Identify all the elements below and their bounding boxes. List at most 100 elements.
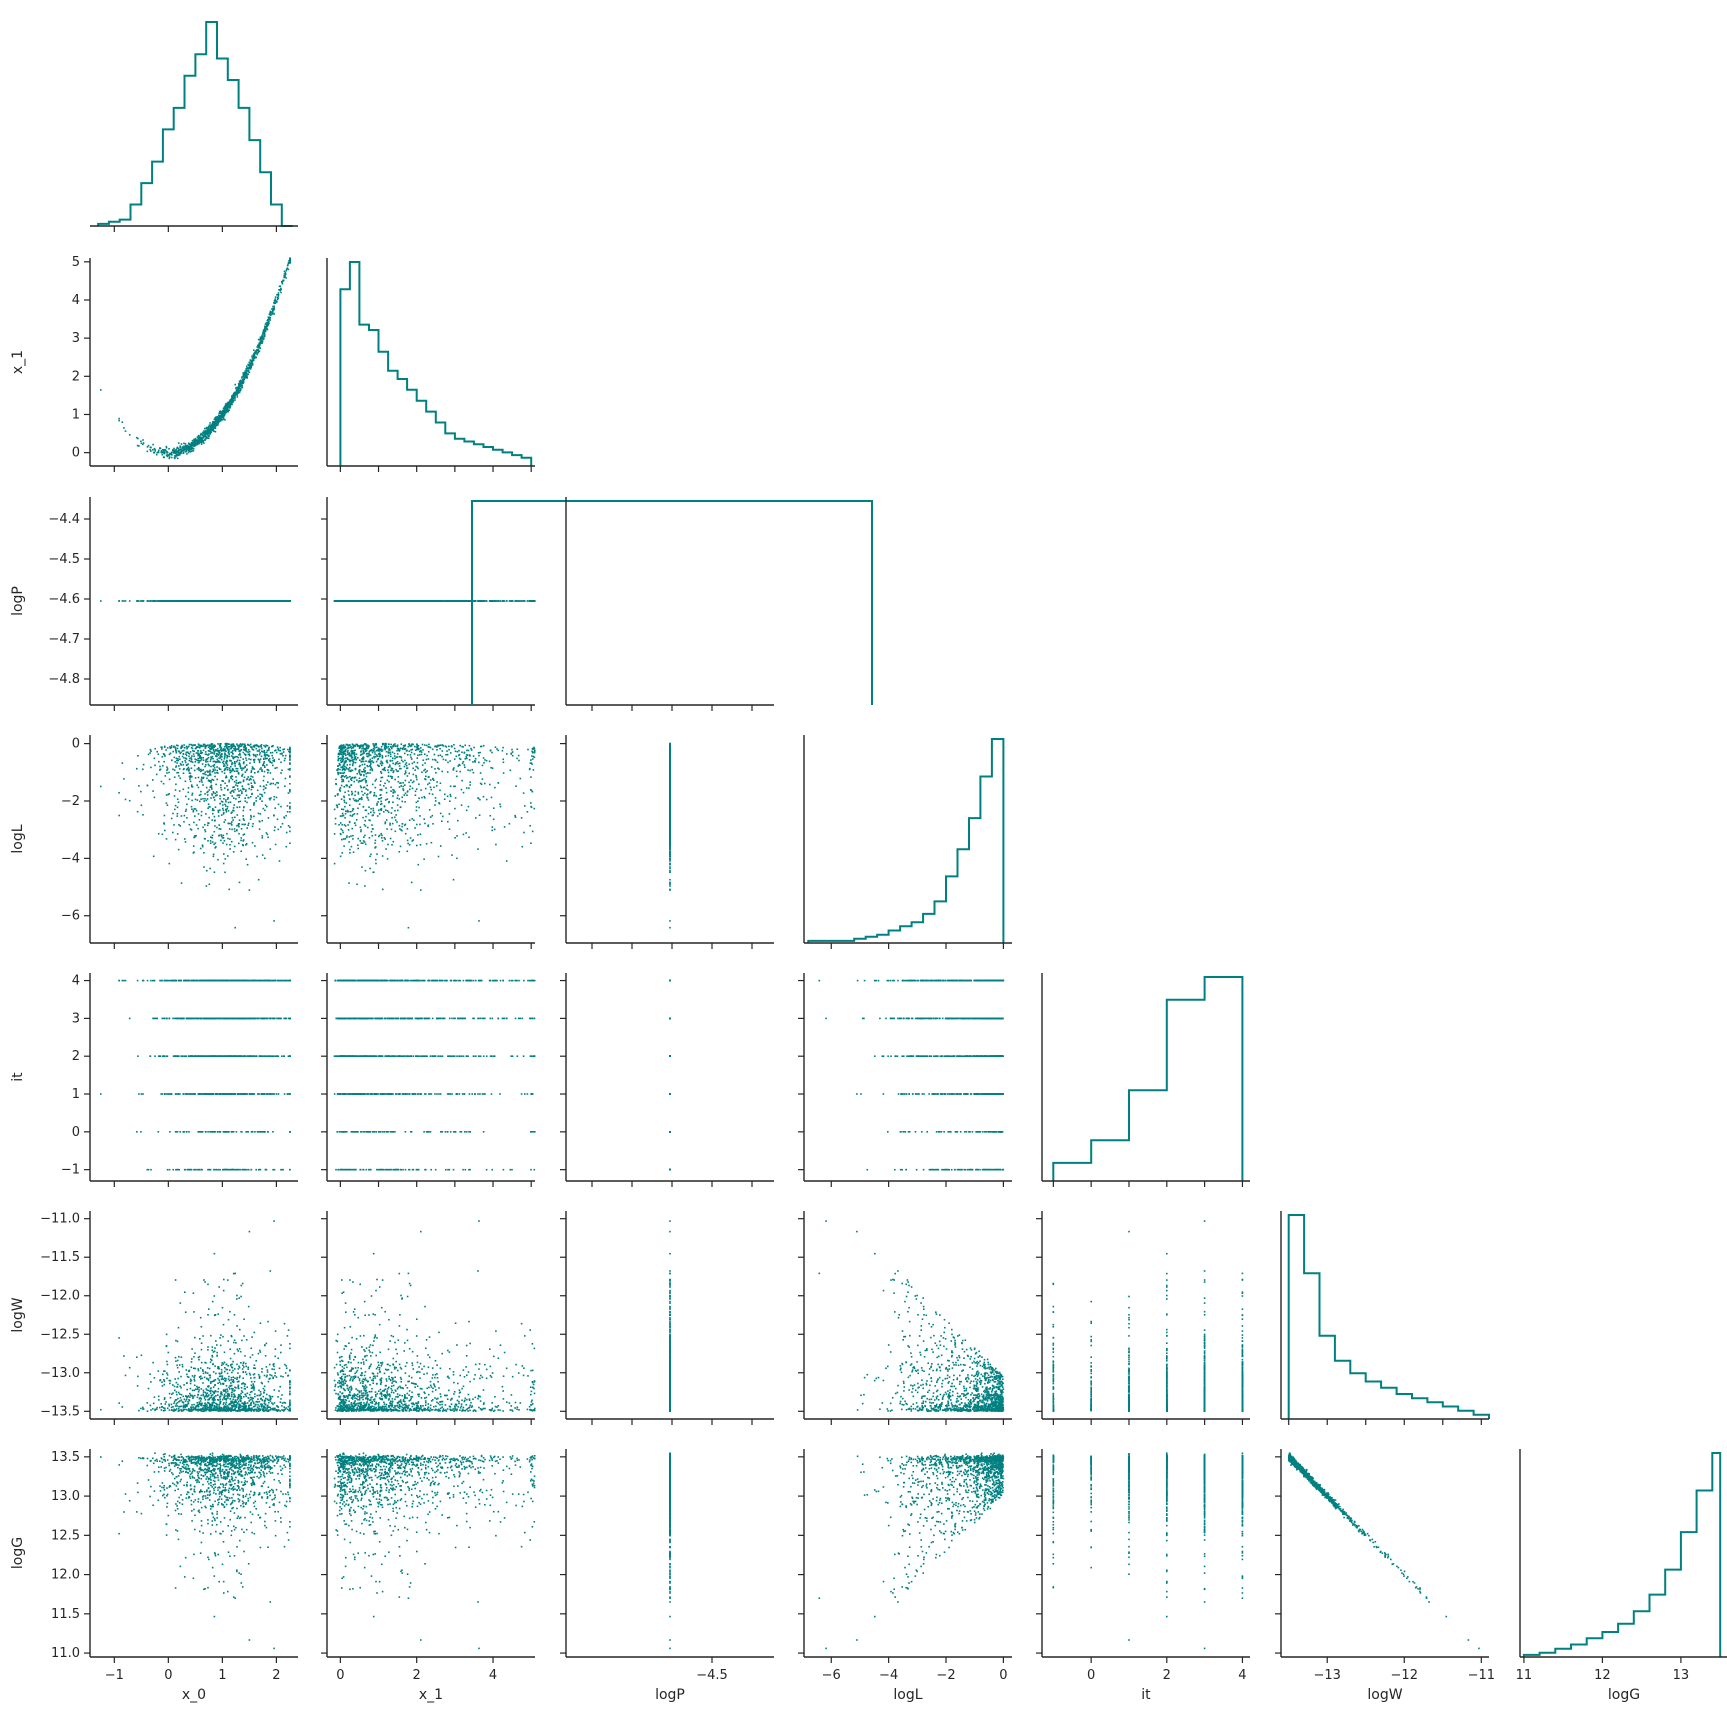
scatter-point [228,780,230,783]
scatter-point [430,600,432,602]
scatter-point [242,840,244,842]
scatter-point [232,789,234,792]
scatter-point [231,763,233,766]
scatter-point [192,845,195,847]
scatter-point [223,758,226,760]
scatter-point [239,763,241,765]
scatter-point [177,758,179,760]
scatter-point [149,752,151,754]
scatter-point [235,387,237,389]
scatter-point [123,600,125,602]
scatter-point [185,600,188,602]
scatter-point [250,786,253,788]
scatter-point [344,600,346,602]
scatter-point [174,600,177,602]
scatter-point [243,377,246,380]
scatter-point [193,755,195,757]
scatter-point [176,747,179,750]
scatter-point [140,440,142,443]
panel-logP-vs-logP [471,497,873,711]
scatter-point [247,363,249,366]
scatter-point [474,600,476,602]
scatter-point [205,431,207,433]
scatter-point [208,753,210,755]
scatter-point [232,743,234,745]
scatter-point [183,442,185,445]
scatter-point [182,451,185,454]
scatter-point [173,756,176,759]
scatter-point [188,743,191,746]
scatter-point [254,754,257,756]
scatter-point [249,362,252,365]
scatter-point [401,600,404,602]
scatter-point [176,762,178,764]
scatter-point [241,769,243,771]
scatter-point [173,447,175,450]
scatter-point [225,761,227,763]
scatter-point [223,406,225,409]
scatter-point [208,789,211,791]
scatter-point [241,378,244,381]
scatter-point [219,795,221,797]
scatter-point [218,412,220,415]
scatter-point [227,402,229,404]
scatter-point [226,832,228,835]
scatter-point [172,451,174,453]
scatter-point [173,449,176,451]
scatter-point [229,403,232,405]
scatter-point [259,347,261,350]
scatter-point [263,749,266,752]
scatter-point [283,273,286,275]
scatter-point [225,843,228,846]
scatter-point [247,797,250,799]
scatter-point [174,457,176,460]
scatter-point [211,837,214,839]
scatter-point [203,800,205,802]
scatter-point [230,744,232,747]
scatter-point [216,419,218,422]
scatter-point [232,809,234,812]
scatter-point [245,759,248,761]
scatter-point [257,795,259,798]
scatter-point [174,750,177,752]
scatter-point [255,747,258,750]
scatter-point [159,769,161,771]
scatter-point [158,449,160,452]
scatter-point [269,761,271,763]
scatter-point [219,600,222,602]
scatter-point [165,450,167,452]
scatter-point [205,763,207,766]
scatter-point [219,412,221,414]
scatter-point [202,769,205,771]
scatter-point [289,783,291,785]
scatter-point [251,355,253,358]
scatter-point [204,751,207,753]
scatter-point [342,600,345,602]
scatter-point [167,793,170,796]
scatter-point [213,815,216,818]
scatter-point [174,838,177,841]
scatter-point [419,600,421,602]
scatter-point [182,788,185,791]
scatter-point [153,796,156,799]
y-tick-label: −4.8 [48,672,80,687]
scatter-point [211,600,214,602]
scatter-point [248,753,251,755]
scatter-point [234,765,236,767]
scatter-point [509,600,512,602]
scatter-point [229,399,232,401]
scatter-point [225,808,227,811]
scatter-point [220,412,223,414]
scatter-point [188,600,190,602]
scatter-point [183,447,186,450]
scatter-point [254,351,256,354]
scatter-point [188,450,191,452]
scatter-point [156,451,158,454]
scatter-point [200,778,203,780]
scatter-point [236,824,238,827]
scatter-point [256,744,258,746]
scatter-point [208,431,211,434]
scatter-point [178,790,181,792]
scatter-point [243,819,245,821]
scatter-point [204,829,206,831]
